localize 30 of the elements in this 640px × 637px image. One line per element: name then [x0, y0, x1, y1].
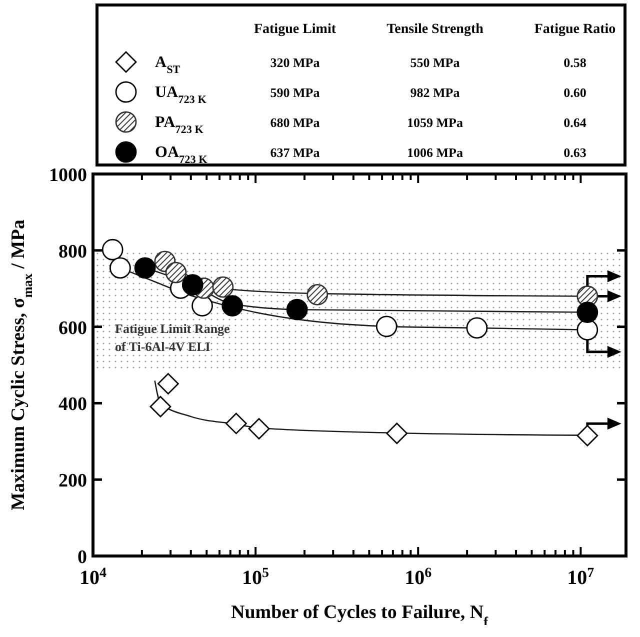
text: 0.63: [564, 145, 587, 160]
x-tick-label: 10$^{7}$: [567, 566, 594, 589]
y-tick-label: 200: [58, 470, 87, 492]
text: Tensile Strength: [386, 22, 484, 37]
y-tick-label: 600: [58, 318, 87, 339]
legend-label: A$_{ST}$: [155, 54, 181, 76]
x-tick-label: 10$^{4}$: [80, 566, 106, 589]
y-tick-label: 1000: [49, 165, 87, 186]
text: 0.64: [564, 115, 587, 130]
text: 550 MPa: [410, 55, 460, 70]
text: 0.58: [564, 55, 587, 70]
text: Fatigue Ratio: [534, 22, 616, 37]
y-tick-label: 0: [78, 547, 87, 568]
legend-label: OA$_{723 K}$: [155, 144, 208, 166]
text: 0.60: [564, 85, 586, 100]
legend-label: UA$_{723 K}$: [155, 84, 207, 106]
x-tick-label: 10$^{6}$: [404, 566, 432, 589]
text: 680 MPa: [270, 115, 320, 130]
legend-label: PA$_{723 K}$: [155, 114, 204, 136]
text: 982 MPa: [410, 85, 460, 100]
y-tick-label: 400: [58, 394, 87, 416]
text: Fatigue Limit: [254, 22, 336, 37]
band-label: Fatigue Limit Range of Ti-6Al-4V ELI: [115, 320, 230, 354]
text: 1059 MPa: [407, 115, 464, 130]
text: 637 MPa: [270, 145, 320, 160]
text: 320 MPa: [270, 55, 320, 70]
text: 1006 MPa: [407, 145, 464, 160]
text: 590 MPa: [270, 85, 320, 100]
x-tick-label: 10$^{5}$: [242, 566, 270, 589]
y-tick-label: 800: [58, 241, 87, 262]
